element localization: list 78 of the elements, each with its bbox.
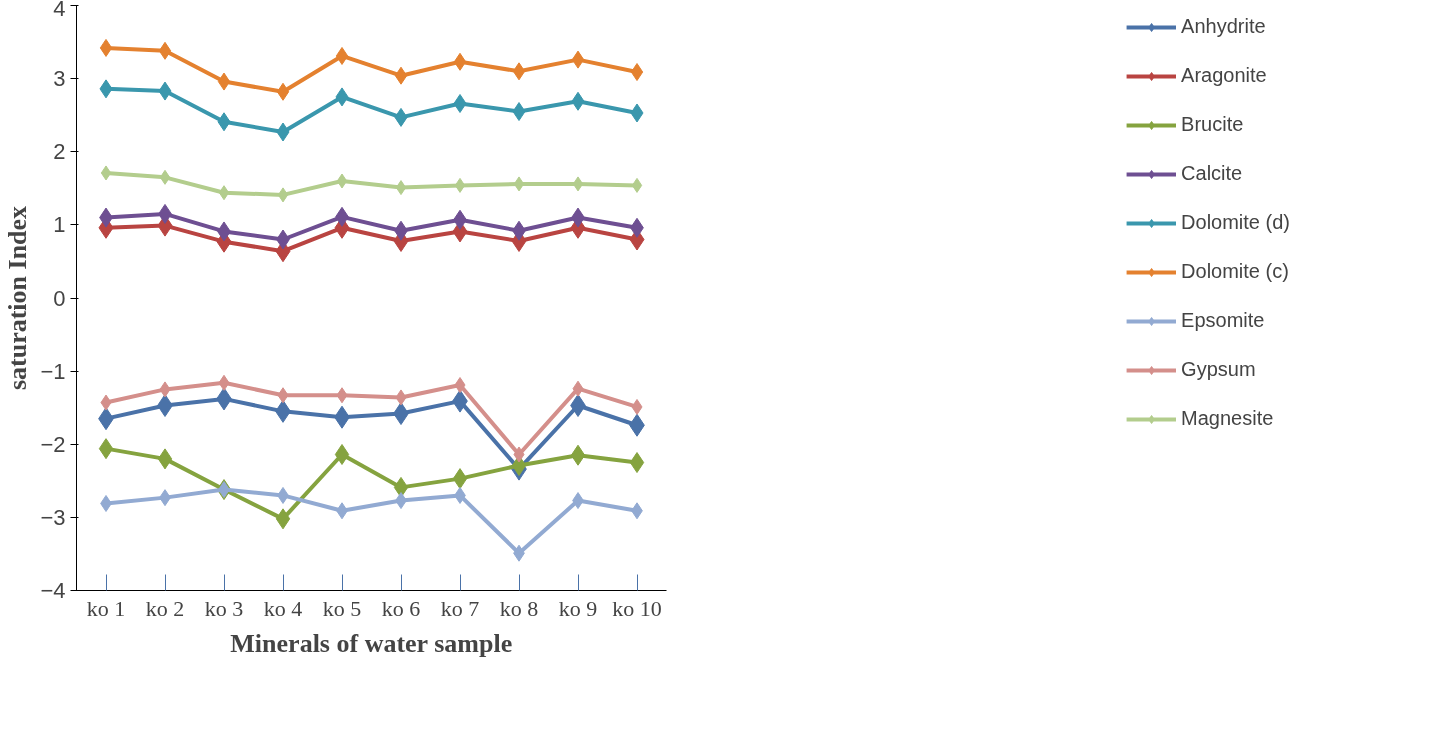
x-tick-label: ko 2	[145, 595, 185, 621]
point	[100, 165, 112, 181]
y-tick-label: −1	[40, 358, 66, 384]
x-tick-label: ko 4	[263, 595, 303, 621]
point	[218, 185, 230, 201]
point	[217, 72, 231, 91]
point	[334, 443, 350, 465]
x-tick-label: ko 6	[381, 595, 421, 621]
point	[394, 66, 408, 85]
x-tick-label: ko 7	[440, 595, 480, 621]
point	[630, 63, 644, 82]
legend-label: Gypsum	[1181, 358, 1256, 381]
point	[98, 438, 114, 460]
legend-label: Aragonite	[1181, 64, 1267, 87]
point	[336, 387, 348, 404]
y-tick-label: 2	[53, 139, 66, 165]
point	[572, 380, 584, 397]
point	[218, 374, 230, 391]
point	[513, 176, 525, 192]
legend-label: Magnesite	[1181, 407, 1274, 430]
point	[571, 91, 585, 111]
point	[454, 177, 466, 193]
x-axis-title: Minerals of water sample	[230, 628, 513, 658]
point	[395, 389, 407, 406]
y-tick-label: −4	[40, 578, 66, 603]
y-tick-label: 0	[53, 285, 66, 311]
point	[335, 87, 349, 107]
point	[512, 62, 526, 81]
point	[99, 79, 113, 99]
y-tick-label: −3	[40, 504, 66, 530]
point	[394, 107, 408, 127]
y-tick-label: −2	[40, 431, 66, 457]
point	[393, 476, 409, 498]
point	[157, 448, 173, 470]
point	[159, 381, 171, 398]
point	[395, 180, 407, 196]
point	[571, 50, 585, 69]
x-tick-label: ko 5	[322, 595, 362, 621]
point	[512, 102, 526, 122]
legend-label: Calcite	[1181, 162, 1243, 185]
x-tick-label: ko 10	[612, 595, 662, 621]
point	[276, 82, 290, 101]
point	[277, 387, 289, 404]
point	[631, 177, 643, 193]
x-tick-label: ko 8	[499, 595, 539, 621]
point	[100, 394, 112, 411]
point	[335, 46, 349, 65]
y-axis-title: saturation Index	[3, 205, 33, 391]
legend-label: Brucite	[1181, 113, 1244, 136]
point	[276, 122, 290, 142]
point	[158, 81, 172, 101]
point	[572, 176, 584, 192]
point	[630, 103, 644, 123]
point	[158, 41, 172, 60]
y-tick-label: 3	[53, 66, 66, 92]
legend-label: Epsomite	[1181, 309, 1265, 332]
x-tick-label: ko 9	[558, 595, 598, 621]
point	[453, 93, 467, 113]
point	[631, 398, 643, 415]
point	[452, 468, 468, 490]
legend-label: Dolomite (c)	[1181, 260, 1289, 283]
legend-label: Dolomite (d)	[1181, 211, 1290, 234]
point	[454, 377, 466, 394]
y-tick-label: 4	[53, 0, 66, 21]
y-tick-label: 1	[53, 212, 66, 238]
point	[99, 38, 113, 57]
point	[629, 452, 645, 474]
legend-label: Anhydrite	[1181, 15, 1266, 38]
x-tick-label: ko 3	[204, 595, 244, 621]
x-tick-label: ko 1	[86, 595, 126, 621]
point	[570, 444, 586, 466]
point	[277, 187, 289, 203]
point	[159, 169, 171, 185]
point	[275, 508, 291, 530]
point	[217, 112, 231, 132]
point	[513, 446, 525, 463]
point	[453, 52, 467, 71]
point	[336, 173, 348, 189]
